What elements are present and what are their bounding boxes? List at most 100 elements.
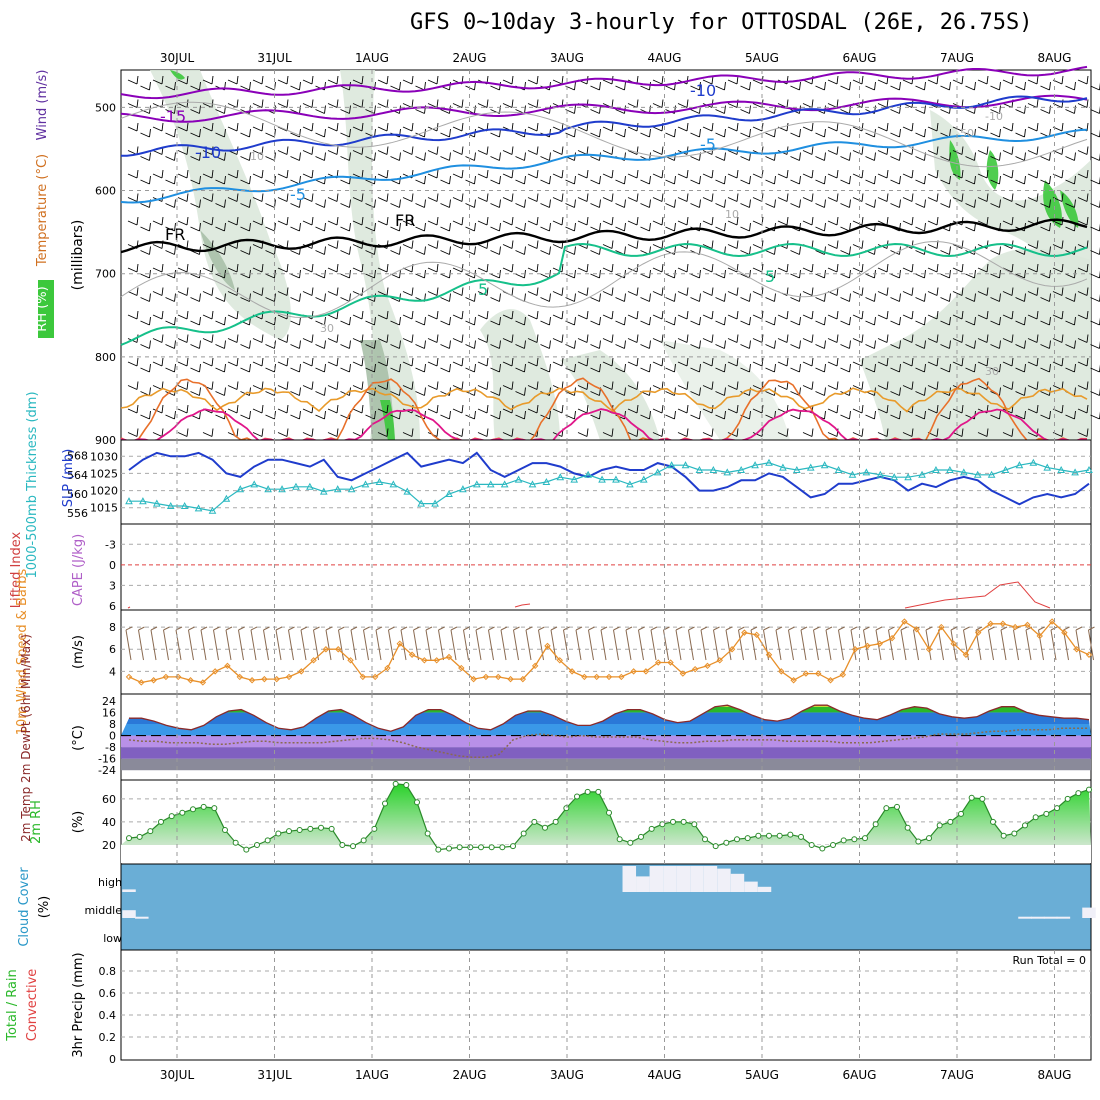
wind-barb bbox=[802, 310, 814, 320]
wind-barb bbox=[177, 381, 189, 390]
wind-barb bbox=[1027, 146, 1039, 155]
wind-barb bbox=[802, 146, 814, 155]
wind-barb bbox=[727, 287, 739, 296]
temp-ylabel-unit: (°C) bbox=[71, 725, 86, 751]
wind-speed-point bbox=[310, 657, 317, 664]
wind-barb-10m bbox=[450, 626, 458, 661]
wind-barb bbox=[502, 169, 514, 179]
wind-barb bbox=[152, 310, 164, 320]
wind-barb bbox=[702, 240, 714, 249]
wind-barb bbox=[302, 99, 314, 108]
thickness-point bbox=[876, 470, 885, 478]
contour-label: FR bbox=[165, 225, 185, 244]
wind-barb bbox=[227, 381, 239, 390]
wind-barb bbox=[177, 357, 189, 367]
wind-barb bbox=[490, 410, 501, 420]
wind-barb bbox=[340, 316, 351, 326]
contour-label: -10 bbox=[690, 81, 716, 100]
wind-barb bbox=[740, 81, 751, 91]
wind-barb bbox=[1077, 75, 1089, 85]
wind-barb-10m bbox=[650, 626, 658, 661]
wind-barb-10m bbox=[1075, 626, 1083, 661]
rh-point bbox=[691, 821, 698, 828]
wind-barb bbox=[902, 169, 914, 179]
wind-barb bbox=[590, 340, 601, 349]
wind-speed-point bbox=[728, 646, 736, 653]
wind-barb bbox=[702, 381, 714, 390]
wind-speed-point bbox=[470, 675, 477, 683]
wind-barb bbox=[952, 310, 964, 320]
wind-barb bbox=[140, 152, 151, 161]
cloud-level-label: middle bbox=[84, 904, 122, 917]
wind-barb bbox=[740, 152, 751, 161]
wind-barb bbox=[427, 404, 439, 414]
wind-barb bbox=[502, 381, 514, 390]
day-label-bottom: 7AUG bbox=[940, 1068, 974, 1082]
thickness-point bbox=[556, 473, 565, 481]
thickness-line bbox=[129, 462, 1090, 512]
wind-barb bbox=[1002, 334, 1014, 343]
wind-barb bbox=[440, 293, 451, 302]
rh-contour bbox=[120, 101, 1088, 168]
wind-barb bbox=[1015, 316, 1026, 326]
wind-barb bbox=[377, 263, 389, 273]
wind-barb bbox=[477, 357, 489, 367]
thickness-point bbox=[222, 494, 231, 502]
temp-band bbox=[121, 758, 1091, 771]
wind-barb bbox=[915, 105, 926, 114]
wind-barb bbox=[552, 287, 564, 296]
wind-barb bbox=[540, 316, 551, 326]
wind-barb bbox=[715, 387, 726, 396]
wind-barb-10m bbox=[825, 626, 833, 661]
wind-barb-10m bbox=[463, 626, 470, 661]
wind-barb bbox=[215, 363, 226, 373]
wind-barb bbox=[902, 287, 914, 296]
temp-tick-label: 16 bbox=[102, 706, 116, 719]
wind-barb bbox=[965, 199, 976, 208]
wind-speed-point bbox=[495, 673, 502, 681]
wind-barb-10m bbox=[888, 626, 895, 661]
wind-barb bbox=[652, 428, 664, 437]
wind-barb bbox=[802, 381, 814, 390]
wind-speed-point bbox=[1061, 629, 1068, 636]
wind-barb bbox=[715, 152, 726, 161]
wind-barb bbox=[402, 216, 414, 226]
wind-barb bbox=[977, 357, 989, 367]
wind-speed-point bbox=[581, 673, 588, 681]
wind-barb bbox=[990, 105, 1001, 114]
rh-point bbox=[947, 818, 954, 825]
wind-barb bbox=[352, 334, 364, 343]
wind-barb bbox=[577, 169, 589, 179]
wind-barb bbox=[1090, 176, 1100, 185]
thickness-point bbox=[723, 468, 732, 476]
wind-barb bbox=[1077, 310, 1089, 320]
wind-barb bbox=[277, 146, 289, 155]
wind-barb bbox=[490, 222, 501, 232]
wind-barb bbox=[440, 152, 451, 161]
wind-barb bbox=[965, 222, 976, 232]
rh-point bbox=[1075, 790, 1082, 797]
wind-barb-10m bbox=[163, 626, 170, 661]
wind-barb bbox=[140, 222, 151, 232]
wind-barb-10m bbox=[350, 626, 358, 661]
wind-barb bbox=[1077, 263, 1089, 273]
wind-barb bbox=[1027, 169, 1039, 179]
wind-barb bbox=[777, 263, 789, 273]
wind-barb bbox=[1015, 199, 1026, 208]
wind-barb-10m bbox=[638, 626, 645, 661]
thickness-point bbox=[862, 468, 871, 476]
wind-barb bbox=[352, 263, 364, 273]
wind-barb bbox=[227, 310, 239, 320]
wind-barb bbox=[927, 75, 939, 85]
wind-barb bbox=[552, 357, 564, 367]
wind-barb bbox=[902, 428, 914, 437]
wind-barb bbox=[415, 316, 426, 326]
lifted-index-panel: -3 0 3 6 bbox=[105, 523, 1092, 613]
wind-barb-10m bbox=[1088, 626, 1095, 661]
wind-barb bbox=[927, 263, 939, 273]
wind-barb bbox=[327, 334, 339, 343]
wind-barb bbox=[302, 216, 314, 226]
rh-shade-region bbox=[1060, 190, 1079, 228]
wind-barb bbox=[890, 128, 901, 138]
wind-barb bbox=[777, 428, 789, 437]
